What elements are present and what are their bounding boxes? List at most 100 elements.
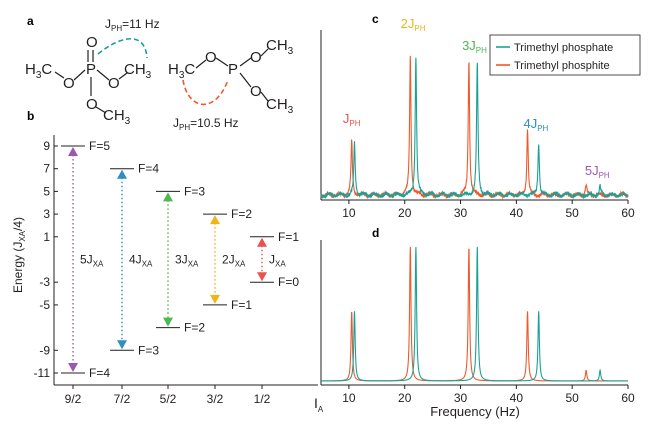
transition-arrowhead-down [257,272,267,282]
phosphite-p: P [228,61,238,78]
transition-arrowhead-up [68,147,78,156]
phosphate-o-double: O [86,34,98,51]
spectrum-xtick-label: 30 [454,206,468,220]
panel-b-xticks: 9/2 7/2 5/2 3/2 1/2 [65,385,271,406]
transition-label: 4JXA [129,253,153,269]
phosphate-o-bottom: O [86,96,98,113]
transition-label: 3JXA [175,253,199,269]
series-line-teal [320,57,629,200]
b-xtick-label: 5/2 [160,392,177,406]
phosphate-p: P [86,61,96,78]
b-ytick-label: -11 [34,366,51,380]
phosphite-o-left: O [205,49,217,66]
series-line-teal [321,246,628,382]
phosphate-ch3-right: CH3 [124,61,152,81]
level-pair-5-2: F=3 F=2 3JXA [156,184,205,335]
spectrum-xtick-label: 20 [398,391,412,405]
transition-arrowhead-up [257,237,267,247]
transition-label: 2JXA [222,253,246,269]
spectrum-xtick-label: 40 [510,206,524,220]
legend: Trimethyl phosphate Trimethyl phosphite [489,34,641,76]
panel-d: d 10 20 30 40 50 60 Frequency (Hz) [320,226,635,419]
level-pair-9-2: F=5 F=4 5JXA [61,139,110,380]
series-line-orange [321,246,628,382]
peak-annotation: JPH [343,111,361,128]
peak-annotation: 2JPH [401,16,426,33]
level-pair-3-2: F=2 F=1 2JXA [203,207,252,312]
panel-b-ylabel: Energy (JXA/4) [11,217,27,293]
panel-b: b Energy (JXA/4) 9 7 5 3 1 -3 -5 -9 -11 9/2 7/2 5/… [11,109,324,414]
b-ytick-label: -9 [39,343,50,357]
phosphate-coupling-path [97,37,148,59]
spectrum-c: 10 20 30 40 50 60 JPH 2JPH 3JPH 4JPH 5JPH [320,16,635,220]
lower-level-label: F=1 [231,298,252,312]
panel-b-label: b [27,109,34,123]
legend-label-phosphite: Trimethyl phosphite [514,60,610,72]
upper-level-label: F=4 [138,162,159,176]
spectrum-d: 10 20 30 40 50 60 [320,240,635,405]
transition-arrowhead-up [210,215,220,225]
panel-c: c 10 20 30 40 50 60 JPH 2JPH 3JPH 4JPH 5JPH Trimet… [320,12,641,220]
upper-level-label: F=2 [231,207,252,221]
b-xtick-label: 3/2 [207,392,224,406]
upper-level-label: F=1 [278,230,299,244]
lower-level-label: F=0 [278,275,299,289]
panel-c-label: c [372,12,379,26]
spectrum-xtick-label: 50 [566,391,580,405]
spectrum-xtick-label: 60 [621,391,635,405]
phosphite-o-bottom: O [250,83,262,100]
legend-label-phosphate: Trimethyl phosphate [514,42,613,54]
trimethyl-phosphite-structure: H3C O P O CH3 O CH3 [168,37,294,116]
phosphite-bonds [195,48,269,102]
upper-level-label: F=5 [89,139,110,153]
level-pair-7-2: F=4 F=3 4JXA [110,162,159,357]
b-ytick-label: -3 [39,275,50,289]
transition-label: 5JXA [80,253,104,269]
panel-b-xlabel: IA [314,395,324,414]
b-ytick-label: 5 [43,184,50,198]
panel-b-yticks: 9 7 5 3 1 -3 -5 -9 -11 [34,139,58,380]
lower-level-label: F=2 [184,321,205,335]
b-ytick-label: 9 [43,139,50,153]
phosphate-o-left: O [63,75,75,92]
phosphite-h3c-label: H3C [168,61,195,81]
lower-level-label: F=3 [138,343,159,357]
phosphate-coupling-label: JPH=11 Hz [105,17,160,33]
panel-a-label: a [27,14,34,28]
phosphite-ch3-top: CH3 [266,37,294,57]
b-xtick-label: 9/2 [65,392,82,406]
lower-level-label: F=4 [89,366,110,380]
spectrum-xtick-label: 30 [454,391,468,405]
panel-a: a H3C O P O O CH3 O CH3 JPH=11 Hz [25,14,294,132]
phosphite-ch3-bottom: CH3 [266,96,294,116]
spectrum-xtick-label: 10 [342,391,356,405]
phosphate-o-right: O [108,75,120,92]
phosphite-coupling-label: JPH=10.5 Hz [173,116,239,132]
peak-annotation: 5JPH [585,163,610,180]
peak-annotation: 4JPH [523,116,548,133]
b-ytick-label: 1 [43,230,50,244]
phosphate-ch3-bottom: CH3 [103,107,131,127]
panel-d-label: d [372,226,379,240]
peak-annotation: 3JPH [462,38,487,55]
panel-d-xlabel: Frequency (Hz) [430,404,520,419]
transition-arrowhead-down [163,317,173,327]
energy-levels: F=5 F=4 5JXA F=4 F=3 4JXA F=3 F=2 3JXA F=2 F=1 2JXA… [61,139,299,380]
transition-label: JXA [269,253,286,269]
b-xtick-label: 1/2 [254,392,271,406]
phosphate-h3c-label: H3C [25,61,52,81]
series-line-orange [320,55,629,200]
spectrum-xtick-label: 10 [342,206,356,220]
spectrum-xtick-label: 20 [398,206,412,220]
spectrum-xtick-label: 40 [510,391,524,405]
transition-arrowhead-down [210,294,220,304]
transition-arrowhead-up [117,169,127,179]
b-ytick-label: -5 [39,298,50,312]
spectrum-xtick-label: 50 [566,206,580,220]
transition-arrowhead-down [117,340,127,350]
b-xtick-label: 7/2 [114,392,131,406]
phosphite-o-top: O [250,49,262,66]
level-pair-1-2: F=1 F=0 JXA [250,230,299,289]
spectrum-xtick-label: 60 [621,206,635,220]
